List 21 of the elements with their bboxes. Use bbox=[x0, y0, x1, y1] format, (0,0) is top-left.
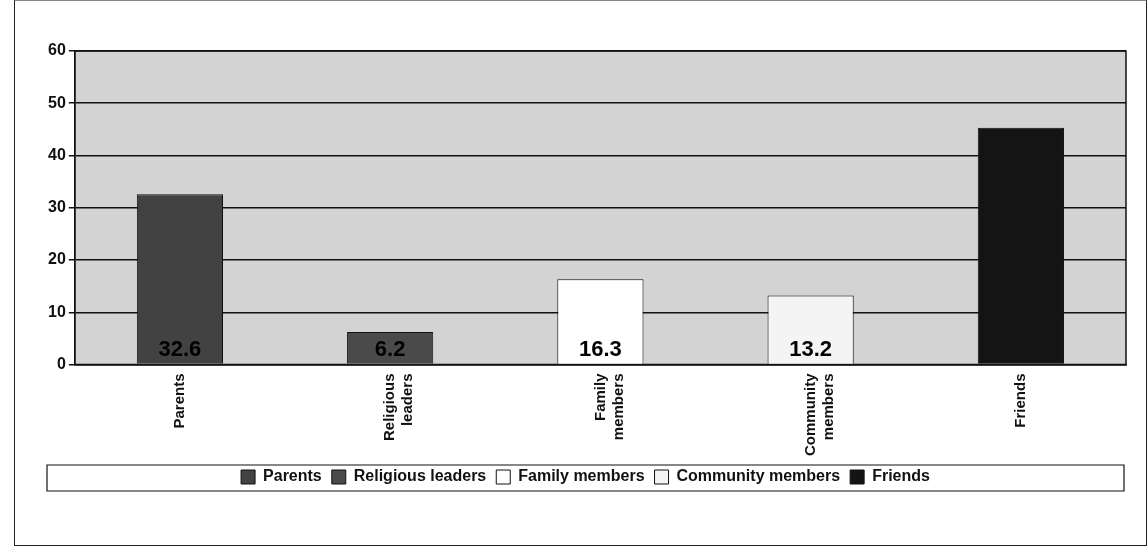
legend-label: Family members bbox=[518, 467, 645, 485]
legend-label: Parents bbox=[263, 467, 322, 485]
y-tick-label: 40 bbox=[48, 145, 66, 163]
legend-label: Friends bbox=[872, 467, 931, 485]
y-tick-label: 0 bbox=[56, 354, 66, 372]
y-tick-label: 50 bbox=[48, 93, 66, 111]
y-tick-label: 60 bbox=[48, 41, 66, 59]
legend-label: Community members bbox=[676, 467, 841, 485]
data-label: 16.3 bbox=[578, 335, 622, 361]
x-tick-label: Friends bbox=[1011, 373, 1029, 428]
y-tick-label: 10 bbox=[48, 302, 66, 320]
data-label: 6.2 bbox=[374, 335, 406, 361]
y-tick-label: 30 bbox=[48, 198, 66, 216]
x-tick-label: Religious leaders bbox=[380, 373, 416, 442]
legend-label: Religious leaders bbox=[353, 467, 487, 485]
y-tick-label: 20 bbox=[48, 250, 66, 268]
x-tick-label: Family members bbox=[590, 372, 626, 441]
x-tick-label: Community members bbox=[800, 372, 836, 456]
data-label: 32.6 bbox=[158, 335, 202, 361]
x-tick-label: Parents bbox=[170, 373, 188, 429]
data-label: 13.2 bbox=[789, 335, 833, 361]
